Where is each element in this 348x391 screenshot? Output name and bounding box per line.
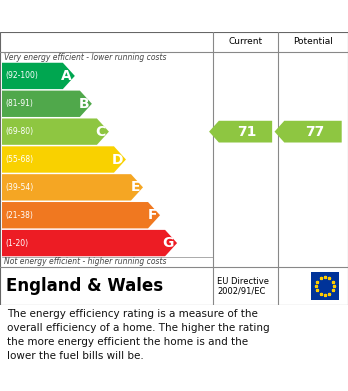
Text: Current: Current (228, 38, 262, 47)
Text: 71: 71 (237, 125, 257, 139)
Text: (21-38): (21-38) (5, 211, 33, 220)
Text: (55-68): (55-68) (5, 155, 33, 164)
Text: D: D (111, 152, 123, 167)
Text: A: A (61, 69, 72, 83)
Text: The energy efficiency rating is a measure of the
overall efficiency of a home. T: The energy efficiency rating is a measur… (7, 309, 270, 361)
Polygon shape (2, 118, 109, 145)
Text: Very energy efficient - lower running costs: Very energy efficient - lower running co… (4, 52, 166, 61)
Text: Energy Efficiency Rating: Energy Efficiency Rating (10, 9, 232, 23)
Text: England & Wales: England & Wales (6, 277, 163, 295)
Text: E: E (130, 180, 140, 194)
Text: (81-91): (81-91) (5, 99, 33, 108)
Text: C: C (96, 125, 106, 139)
Text: B: B (78, 97, 89, 111)
Polygon shape (209, 121, 272, 142)
Polygon shape (2, 174, 143, 201)
Text: (69-80): (69-80) (5, 127, 33, 136)
Text: Not energy efficient - higher running costs: Not energy efficient - higher running co… (4, 258, 166, 267)
Polygon shape (2, 91, 92, 117)
Polygon shape (2, 202, 160, 228)
Polygon shape (2, 230, 177, 256)
Text: Potential: Potential (293, 38, 333, 47)
Text: 2002/91/EC: 2002/91/EC (217, 287, 266, 296)
Text: (1-20): (1-20) (5, 239, 28, 248)
Text: F: F (148, 208, 157, 222)
Text: 77: 77 (305, 125, 324, 139)
Bar (311, 272, 339, 300)
Text: EU Directive: EU Directive (217, 276, 269, 285)
Text: (92-100): (92-100) (5, 72, 38, 81)
Polygon shape (2, 63, 75, 89)
Text: (39-54): (39-54) (5, 183, 33, 192)
Polygon shape (2, 146, 126, 173)
Polygon shape (275, 121, 342, 142)
Text: G: G (163, 236, 174, 250)
